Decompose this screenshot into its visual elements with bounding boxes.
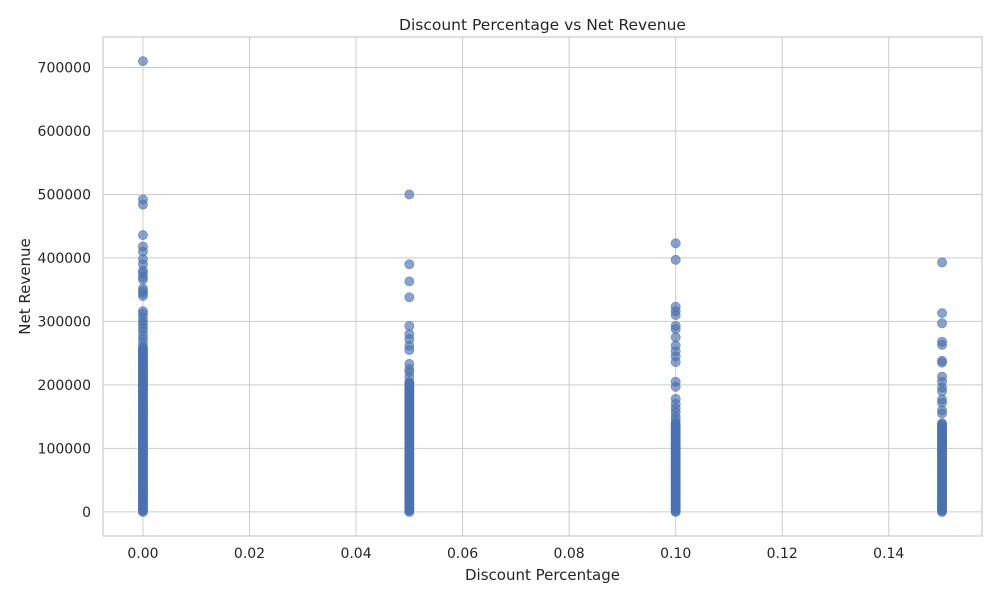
x-tick-labels: 0.00 0.02 0.04 0.06 0.08 0.10 0.12 0.14 (127, 546, 904, 562)
x-tick-label: 0.04 (340, 546, 371, 562)
data-point (404, 320, 415, 331)
data-point (138, 230, 148, 240)
data-point (937, 257, 947, 268)
data-point (138, 291, 148, 301)
data-point (404, 292, 415, 303)
grid-lines (103, 37, 982, 536)
x-tick-label: 0.02 (234, 546, 265, 562)
y-axis-title: Net Revenue (16, 238, 34, 334)
data-point (937, 408, 947, 419)
data-point (937, 418, 947, 429)
plot-frame (102, 36, 983, 537)
y-tick-label: 600000 (38, 124, 91, 140)
data-points (138, 56, 947, 517)
y-tick-label: 300000 (38, 314, 91, 330)
x-tick-label: 0.10 (660, 546, 691, 562)
data-point (404, 189, 415, 200)
x-tick-label: 0.08 (554, 546, 585, 562)
data-point (670, 357, 681, 367)
chart-title: Discount Percentage vs Net Revenue (399, 16, 686, 34)
y-tick-labels: 0 100000 200000 300000 400000 500000 600000 700… (38, 60, 91, 520)
data-point (670, 238, 681, 249)
data-point (937, 308, 947, 319)
x-tick-label: 0.14 (873, 546, 904, 562)
data-point (138, 274, 148, 285)
data-point (404, 259, 415, 270)
data-point (404, 345, 415, 355)
data-point (670, 310, 681, 320)
data-point (937, 386, 947, 397)
y-tick-label: 200000 (38, 378, 91, 394)
data-point (138, 56, 148, 67)
data-point (670, 332, 681, 343)
data-point (138, 199, 148, 210)
data-point (670, 381, 681, 392)
y-tick-label: 700000 (38, 60, 91, 76)
y-tick-label: 0 (82, 505, 91, 521)
data-point (670, 324, 681, 334)
x-tick-label: 0.12 (767, 546, 798, 562)
y-tick-label: 500000 (38, 187, 91, 203)
x-tick-label: 0.00 (127, 546, 158, 562)
data-point (937, 340, 947, 350)
data-point (670, 414, 681, 425)
y-tick-label: 100000 (38, 441, 91, 457)
data-point (404, 372, 415, 383)
x-tick-label: 0.06 (447, 546, 478, 562)
data-point (138, 338, 148, 348)
data-point (404, 276, 415, 287)
y-tick-label: 400000 (38, 251, 91, 267)
x-axis-title: Discount Percentage (465, 566, 620, 584)
data-point (670, 254, 681, 265)
data-point (937, 318, 947, 329)
data-point (937, 357, 947, 368)
